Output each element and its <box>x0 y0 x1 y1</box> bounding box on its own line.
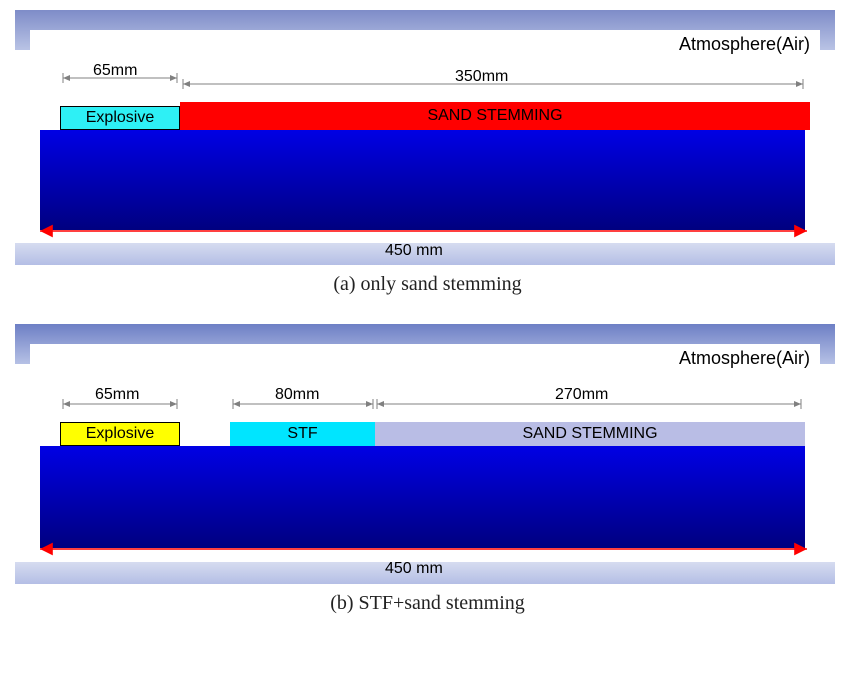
dim-label: 65mm <box>93 62 137 80</box>
segment-explosive-b-label: Explosive <box>86 425 154 443</box>
segment-stf-b-label: STF <box>287 425 317 443</box>
dim-label: 80mm <box>275 386 319 404</box>
diagram-b: Atmosphere(Air) Explosive STF SAND STEMM… <box>15 324 840 635</box>
material-block-a <box>40 130 805 230</box>
material-block-b <box>40 446 805 548</box>
segment-sand-b: SAND STEMMING <box>375 422 805 446</box>
segment-explosive-a: Explosive <box>60 106 180 130</box>
panel-a-bg: Atmosphere(Air) Explosive SAND STEMMING … <box>15 10 835 265</box>
segment-stf-b: STF <box>230 422 375 446</box>
segment-sand-a: SAND STEMMING <box>180 102 810 130</box>
atmosphere-label-b: Atmosphere(Air) <box>679 348 810 369</box>
segment-explosive-a-label: Explosive <box>86 109 154 127</box>
segment-sand-a-label: SAND STEMMING <box>427 107 562 125</box>
panel-b-bg: Atmosphere(Air) Explosive STF SAND STEMM… <box>15 324 835 584</box>
dim-label: 450 mm <box>385 242 443 260</box>
dim-label: 65mm <box>95 386 139 404</box>
atmosphere-label-a: Atmosphere(Air) <box>679 34 810 55</box>
caption-a: (a) only sand stemming <box>15 265 840 316</box>
segment-explosive-b: Explosive <box>60 422 180 446</box>
dim-label: 270mm <box>555 386 608 404</box>
dim-label: 450 mm <box>385 560 443 578</box>
segment-sand-b-label: SAND STEMMING <box>522 425 657 443</box>
caption-b: (b) STF+sand stemming <box>15 584 840 635</box>
diagram-a: Atmosphere(Air) Explosive SAND STEMMING … <box>15 10 840 316</box>
dim-label: 350mm <box>455 68 508 86</box>
